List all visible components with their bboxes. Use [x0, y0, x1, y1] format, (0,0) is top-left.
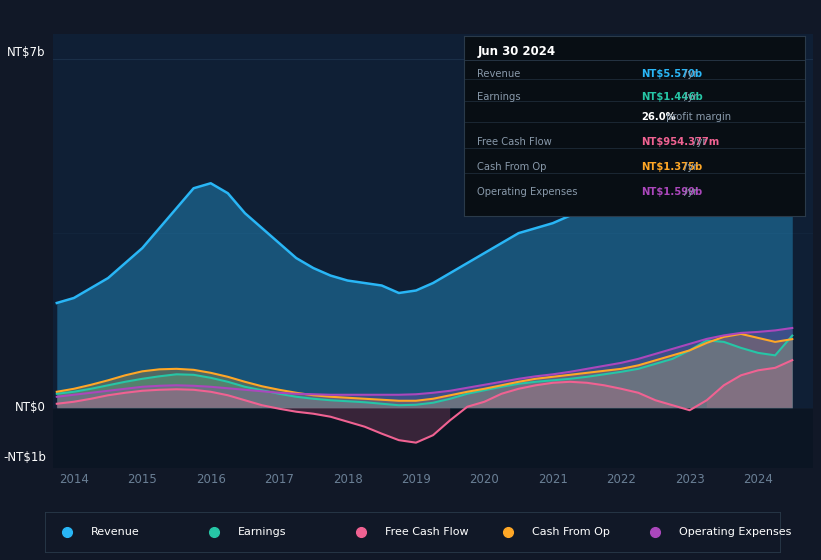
- Text: /yr: /yr: [681, 69, 697, 78]
- Text: Revenue: Revenue: [90, 527, 140, 537]
- Text: -NT$1b: -NT$1b: [3, 451, 46, 464]
- Text: Earnings: Earnings: [237, 527, 287, 537]
- Text: /yr: /yr: [681, 187, 697, 197]
- Text: Cash From Op: Cash From Op: [531, 527, 609, 537]
- Text: 26.0%: 26.0%: [641, 111, 676, 122]
- Text: Free Cash Flow: Free Cash Flow: [384, 527, 468, 537]
- Text: NT$5.570b: NT$5.570b: [641, 69, 702, 78]
- Text: NT$0: NT$0: [15, 401, 46, 414]
- Text: NT$1.375b: NT$1.375b: [641, 162, 702, 172]
- Text: /yr: /yr: [681, 162, 697, 172]
- Text: profit margin: profit margin: [663, 111, 732, 122]
- Bar: [53, 408, 813, 468]
- Text: NT$954.377m: NT$954.377m: [641, 137, 719, 147]
- Text: Cash From Op: Cash From Op: [478, 162, 547, 172]
- Text: /yr: /yr: [681, 92, 697, 102]
- Text: Operating Expenses: Operating Expenses: [678, 527, 791, 537]
- Text: NT$1.446b: NT$1.446b: [641, 92, 703, 102]
- Text: Operating Expenses: Operating Expenses: [478, 187, 578, 197]
- Text: /yr: /yr: [690, 137, 706, 147]
- Text: NT$7b: NT$7b: [7, 45, 46, 59]
- Text: Earnings: Earnings: [478, 92, 521, 102]
- Text: Revenue: Revenue: [478, 69, 521, 78]
- Text: Free Cash Flow: Free Cash Flow: [478, 137, 553, 147]
- Text: NT$1.599b: NT$1.599b: [641, 187, 702, 197]
- Text: Jun 30 2024: Jun 30 2024: [478, 45, 556, 58]
